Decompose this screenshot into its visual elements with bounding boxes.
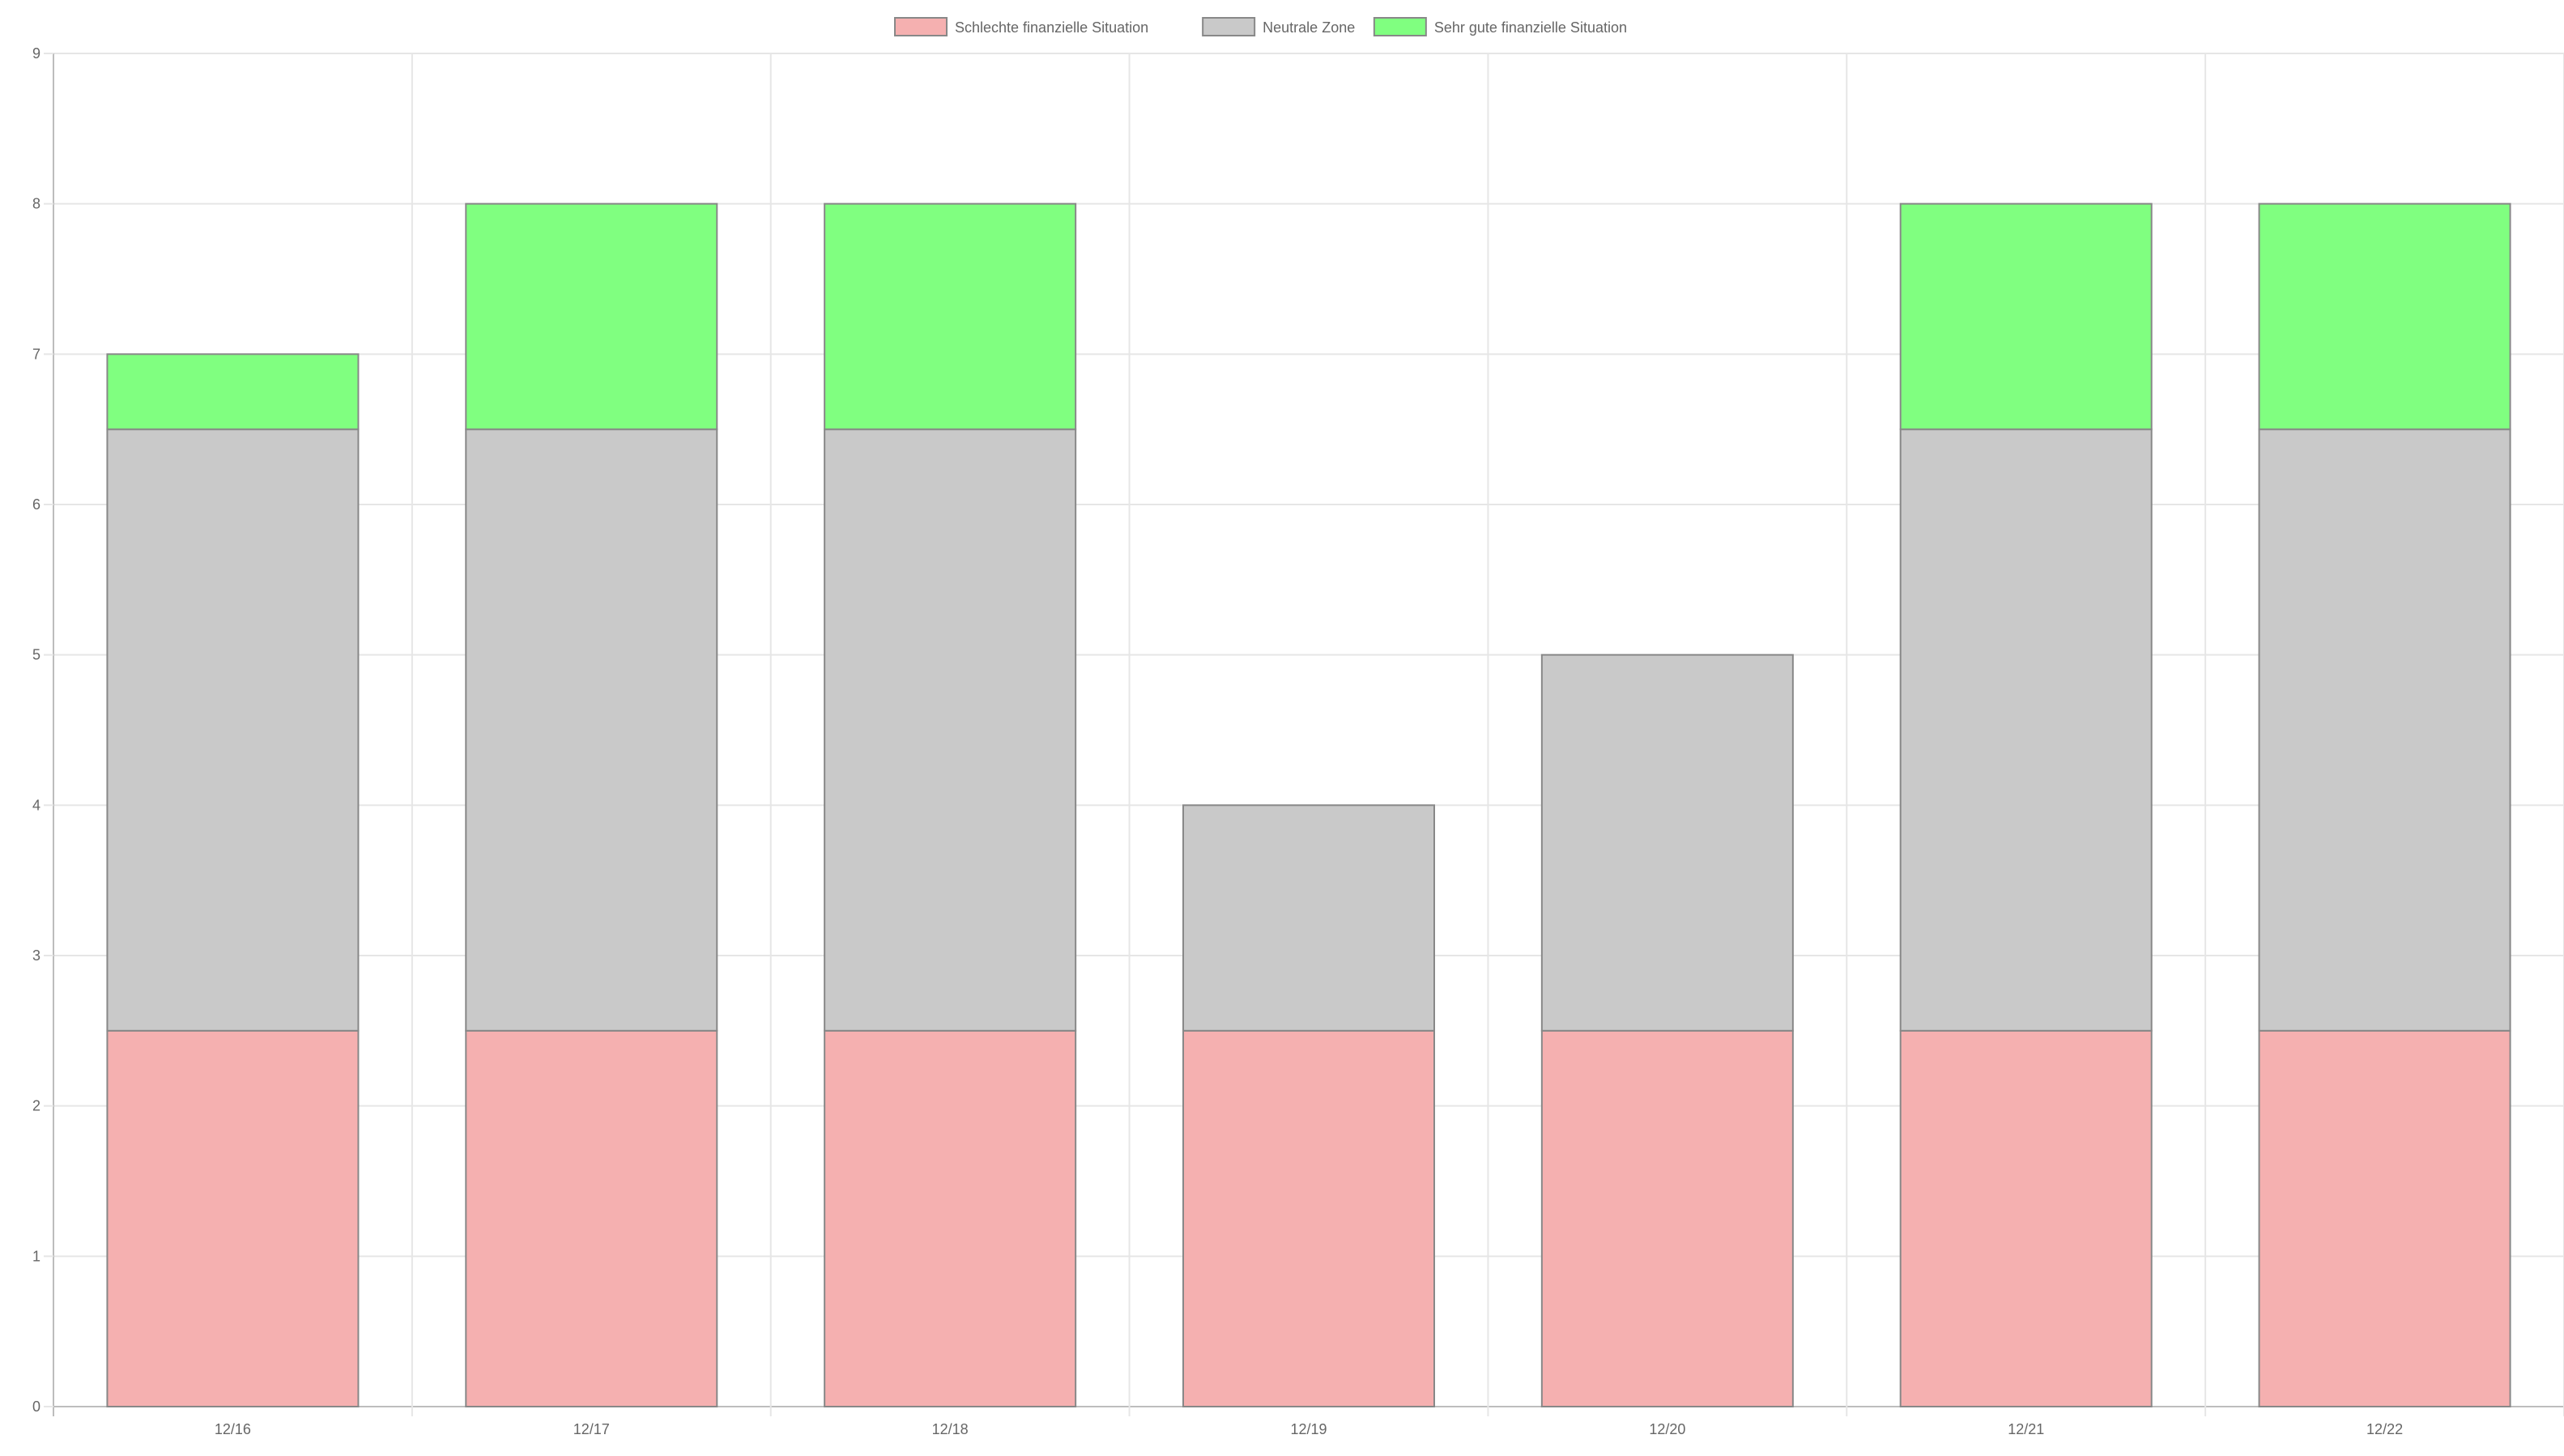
x-tick-label: 12/22	[2366, 1421, 2403, 1437]
x-tick-label: 12/19	[1290, 1421, 1327, 1437]
x-tick-label: 12/18	[932, 1421, 969, 1437]
x-tick-label: 12/20	[1649, 1421, 1685, 1437]
legend-swatch	[1373, 17, 1427, 36]
bar-segment-schlechte[interactable]	[1899, 1029, 2153, 1408]
bar-segment-sehr-gute[interactable]	[1899, 202, 2153, 431]
bar-segment-schlechte[interactable]	[465, 1029, 718, 1408]
y-tick-label: 1	[32, 1248, 40, 1264]
bar-segment-schlechte[interactable]	[824, 1029, 1077, 1408]
bar-segment-neutrale[interactable]	[465, 428, 718, 1032]
y-tick-label: 9	[32, 45, 40, 62]
legend[interactable]: Schlechte finanzielle Situation Neutrale …	[894, 17, 1627, 36]
x-tick-label: 12/21	[2008, 1421, 2044, 1437]
bar-segment-schlechte[interactable]	[2258, 1029, 2511, 1408]
y-tick-label: 7	[32, 346, 40, 362]
y-tick-label: 6	[32, 496, 40, 513]
bar-segment-neutrale[interactable]	[1540, 653, 1794, 1032]
bar-segment-sehr-gute[interactable]	[824, 202, 1077, 431]
y-tick-label: 2	[32, 1098, 40, 1114]
bar-segment-sehr-gute[interactable]	[2258, 202, 2511, 431]
bar-segment-neutrale[interactable]	[2258, 428, 2511, 1032]
legend-item-sehr-gute[interactable]: Sehr gute finanzielle Situation	[1373, 17, 1627, 36]
bar-segment-neutrale[interactable]	[1899, 428, 2153, 1032]
bar-segment-schlechte[interactable]	[1182, 1029, 1435, 1408]
legend-swatch	[1202, 17, 1256, 36]
bars-layer	[106, 202, 2511, 1408]
bar-segment-schlechte[interactable]	[1540, 1029, 1794, 1408]
legend-label: Sehr gute finanzielle Situation	[1434, 19, 1627, 36]
legend-label: Neutrale Zone	[1263, 19, 1355, 36]
bar-segment-neutrale[interactable]	[1182, 804, 1435, 1032]
y-tick-label: 8	[32, 196, 40, 212]
legend-item-schlechte[interactable]: Schlechte finanzielle Situation	[894, 17, 1148, 36]
bar-segment-schlechte[interactable]	[106, 1029, 360, 1408]
y-tick-label: 3	[32, 947, 40, 964]
legend-item-neutrale[interactable]: Neutrale Zone	[1202, 17, 1355, 36]
y-tick-label: 4	[32, 797, 40, 813]
y-tick-label: 0	[32, 1399, 40, 1415]
bar-segment-sehr-gute[interactable]	[465, 202, 718, 431]
x-tick-label: 12/16	[215, 1421, 251, 1437]
legend-swatch	[894, 17, 948, 36]
bar-segment-sehr-gute[interactable]	[106, 353, 360, 431]
y-tick-label: 5	[32, 647, 40, 663]
x-tick-label: 12/17	[573, 1421, 610, 1437]
axis-layer: 0 1 2 3 4 5 6 7 8 9 12/16 12/17 12/18 12/19 12/20 12/21…	[32, 45, 2403, 1437]
legend-label: Schlechte finanzielle Situation	[955, 19, 1148, 36]
bar-segment-neutrale[interactable]	[824, 428, 1077, 1032]
bar-segment-neutrale[interactable]	[106, 428, 360, 1032]
